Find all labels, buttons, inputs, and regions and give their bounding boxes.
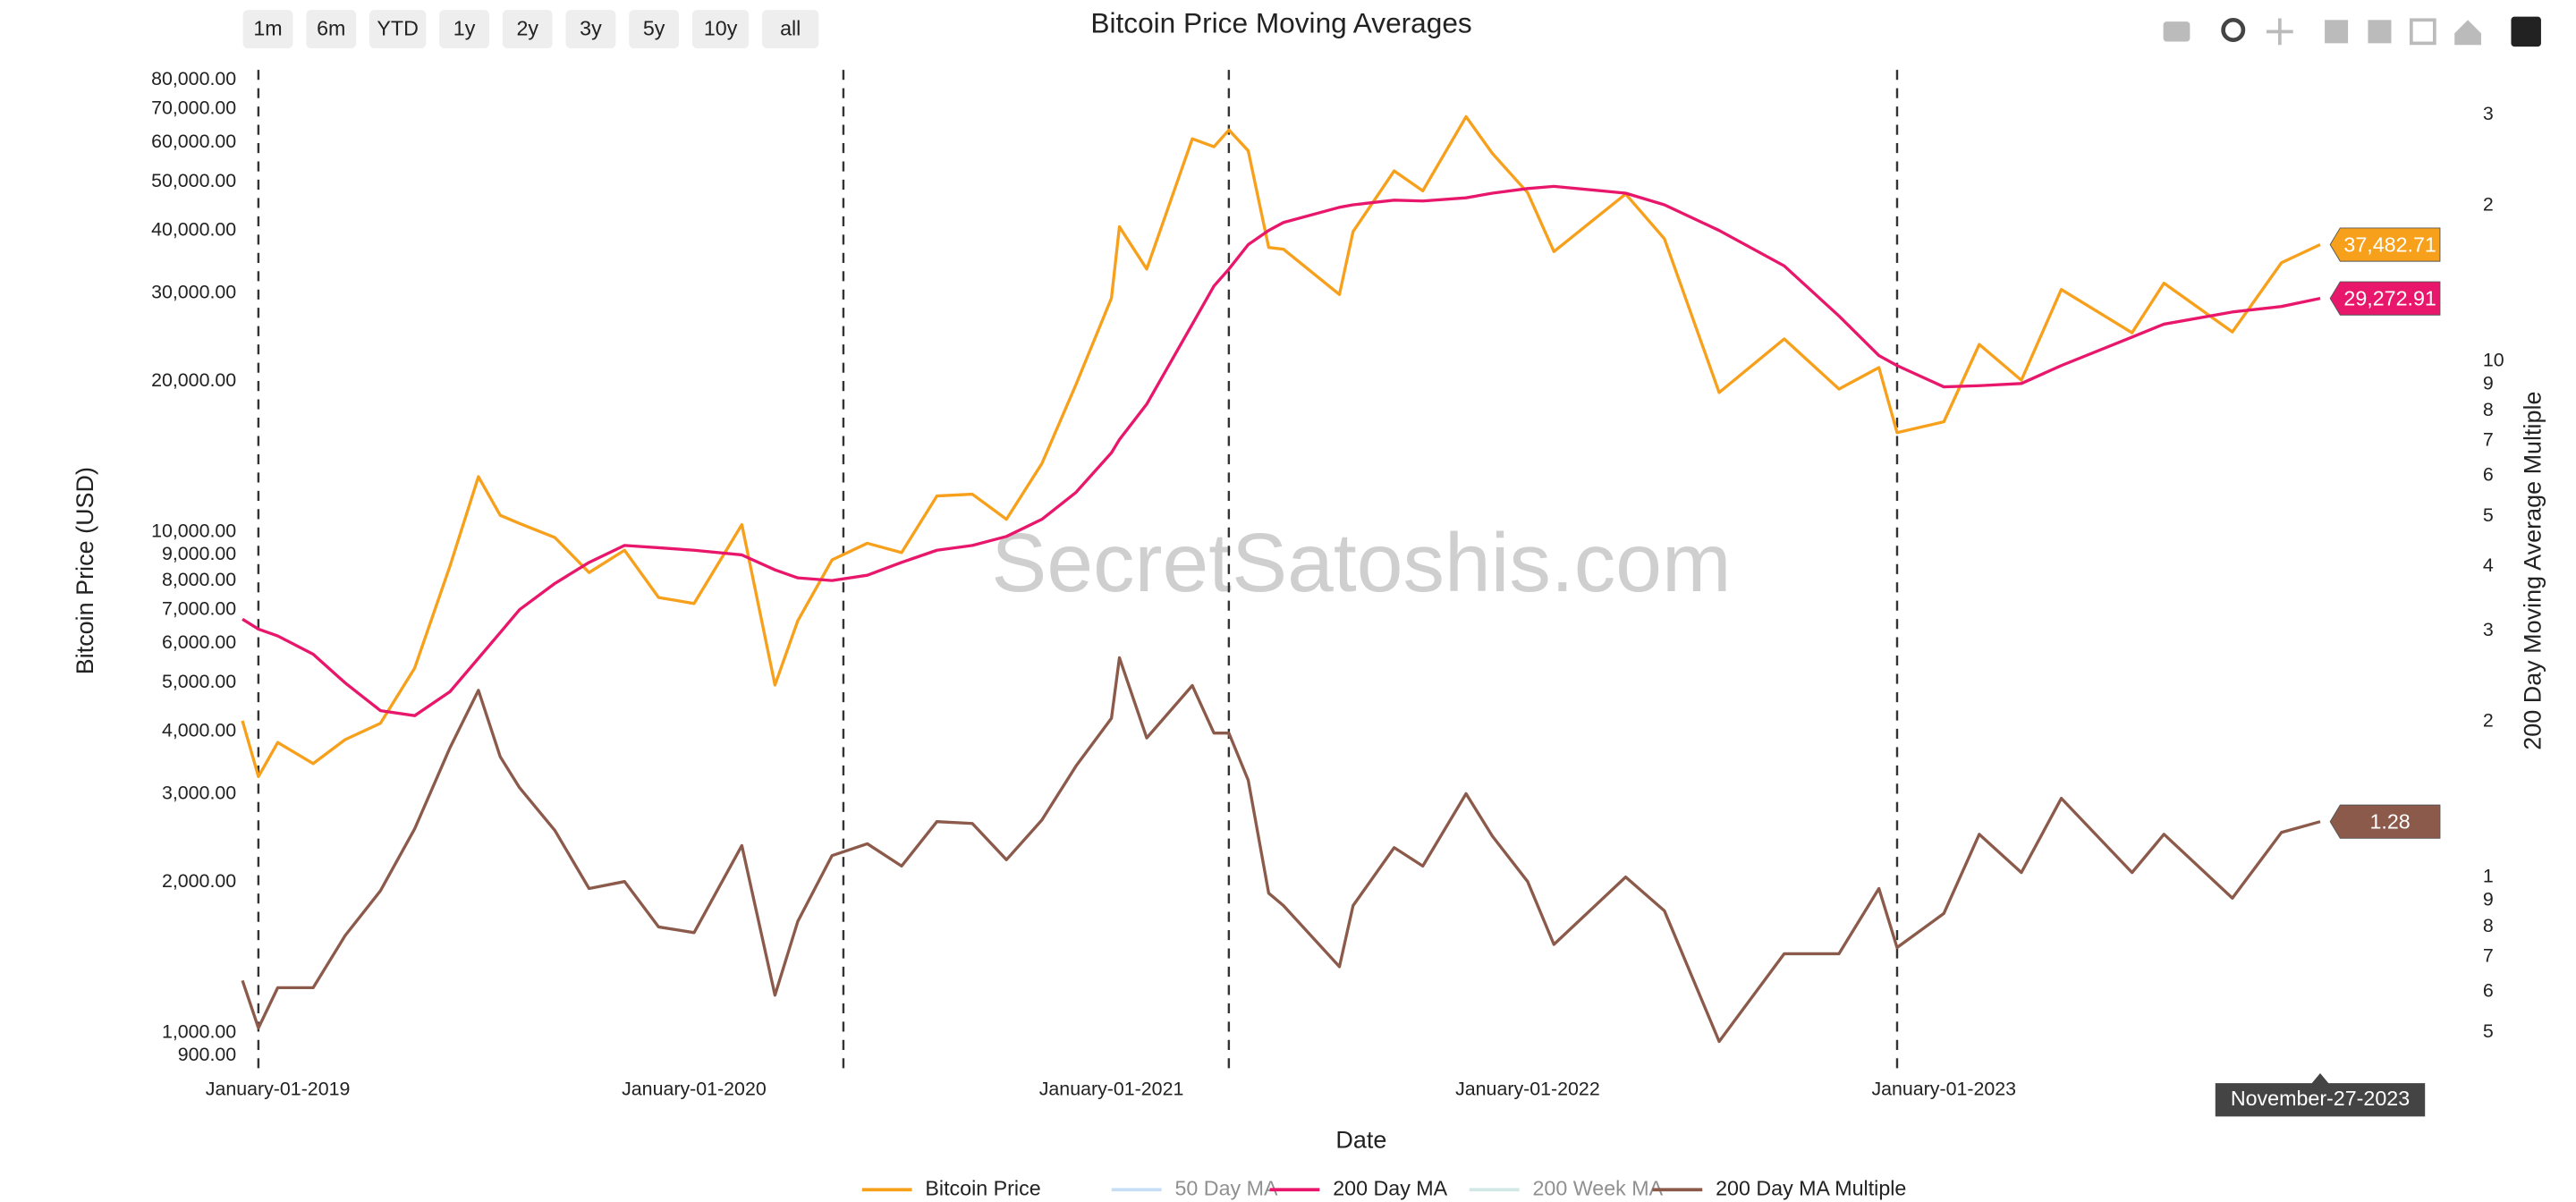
y-tick-label: 40,000.00 bbox=[151, 218, 236, 240]
end-label: 29,272.91 bbox=[2343, 287, 2436, 310]
y-tick-label: 9,000.00 bbox=[162, 543, 236, 564]
y-tick-label: 30,000.00 bbox=[151, 281, 236, 302]
y-tick-label: 10,000.00 bbox=[151, 521, 236, 542]
y2-tick-label: 7 bbox=[2483, 945, 2494, 967]
y2-tick-label: 6 bbox=[2483, 463, 2494, 485]
range-button-label[interactable]: 1y bbox=[453, 17, 476, 40]
x-tick-label: January-01-2023 bbox=[1871, 1078, 2016, 1099]
hover-label-box bbox=[2215, 1073, 2426, 1117]
range-button-label[interactable]: 1m bbox=[253, 17, 282, 40]
modebar bbox=[2163, 16, 2541, 47]
y2-axis-title: 200 Day Moving Average Multiple bbox=[2520, 392, 2546, 750]
x-axis-title: Date bbox=[1335, 1126, 1386, 1153]
plotly-logo[interactable] bbox=[2511, 16, 2541, 47]
y-tick-label: 70,000.00 bbox=[151, 97, 236, 118]
y-tick-label: 50,000.00 bbox=[151, 170, 236, 191]
end-label-box bbox=[2329, 804, 2441, 839]
range-button[interactable] bbox=[629, 10, 680, 48]
pan-icon[interactable] bbox=[2266, 18, 2293, 46]
range-button[interactable] bbox=[306, 10, 357, 48]
zoom-out-icon[interactable] bbox=[2368, 20, 2392, 44]
y2-tick-label: 8 bbox=[2483, 399, 2494, 420]
y2-tick-label: 7 bbox=[2483, 429, 2494, 451]
zoom-in-icon[interactable] bbox=[2325, 20, 2349, 44]
end-label: 1.28 bbox=[2369, 810, 2410, 834]
zoom-icon[interactable] bbox=[2221, 17, 2246, 42]
y2-tick-label: 4 bbox=[2483, 554, 2494, 576]
range-button[interactable] bbox=[691, 10, 750, 48]
y2-tick-label: 9 bbox=[2483, 373, 2494, 394]
y2-tick-label: 5 bbox=[2483, 504, 2494, 526]
legend-label[interactable]: Bitcoin Price bbox=[925, 1176, 1040, 1199]
range-button[interactable] bbox=[502, 10, 553, 48]
chart-title: Bitcoin Price Moving Averages bbox=[1090, 6, 1471, 38]
range-button-label[interactable]: 10y bbox=[704, 17, 738, 40]
range-button-label[interactable]: 6m bbox=[317, 17, 345, 40]
range-button[interactable] bbox=[369, 10, 427, 48]
series-line bbox=[241, 656, 2321, 1044]
x-tick-label: January-01-2020 bbox=[622, 1078, 767, 1099]
range-button-label[interactable]: 2y bbox=[516, 17, 538, 40]
range-button[interactable] bbox=[565, 10, 616, 48]
y-tick-label: 3,000.00 bbox=[162, 782, 236, 803]
reset-icon[interactable] bbox=[2454, 20, 2481, 46]
range-button-label[interactable]: all bbox=[780, 17, 801, 40]
x-tick-label: January-01-2021 bbox=[1039, 1078, 1184, 1099]
y-tick-label: 80,000.00 bbox=[151, 68, 236, 89]
y-tick-label: 4,000.00 bbox=[162, 719, 236, 741]
autoscale-icon[interactable] bbox=[2409, 18, 2436, 46]
y2-tick-label: 6 bbox=[2483, 979, 2494, 1001]
y-tick-label: 60,000.00 bbox=[151, 131, 236, 152]
y-tick-label: 6,000.00 bbox=[162, 631, 236, 653]
legend-label[interactable]: 200 Day MA Multiple bbox=[1716, 1176, 1906, 1199]
end-label: 37,482.71 bbox=[2343, 233, 2436, 257]
y2-tick-label: 2 bbox=[2483, 710, 2494, 732]
y2-tick-label: 9 bbox=[2483, 889, 2494, 910]
y-tick-label: 5,000.00 bbox=[162, 671, 236, 692]
y-tick-label: 7,000.00 bbox=[162, 597, 236, 619]
range-button-label[interactable]: 5y bbox=[643, 17, 665, 40]
end-label-box bbox=[2329, 281, 2441, 316]
y-tick-label: 1,000.00 bbox=[162, 1021, 236, 1043]
y2-tick-label: 1 bbox=[2483, 865, 2494, 886]
x-tick-label: January-01-2019 bbox=[206, 1078, 351, 1099]
y-tick-label: 900.00 bbox=[178, 1044, 236, 1065]
range-button-label[interactable]: YTD bbox=[377, 17, 419, 40]
range-button-label[interactable]: 3y bbox=[580, 17, 602, 40]
y-axis-title: Bitcoin Price (USD) bbox=[72, 467, 98, 674]
range-button[interactable] bbox=[762, 10, 819, 48]
camera-icon[interactable] bbox=[2163, 21, 2190, 42]
legend-label[interactable]: 200 Week MA bbox=[1532, 1176, 1663, 1199]
y2-tick-label: 5 bbox=[2483, 1020, 2494, 1042]
series-line bbox=[242, 184, 2321, 717]
range-button[interactable] bbox=[242, 10, 293, 48]
legend-label[interactable]: 200 Day MA bbox=[1333, 1176, 1447, 1199]
legend-label[interactable]: 50 Day MA bbox=[1174, 1176, 1277, 1199]
end-label-box bbox=[2329, 227, 2441, 262]
y2-tick-label: 3 bbox=[2483, 619, 2494, 640]
y-tick-label: 2,000.00 bbox=[162, 870, 236, 892]
hover-label: November-27-2023 bbox=[2231, 1087, 2410, 1110]
y2-tick-label: 10 bbox=[2483, 349, 2504, 370]
watermark: SecretSatoshis.com bbox=[991, 516, 1731, 609]
y-tick-label: 8,000.00 bbox=[162, 569, 236, 590]
y2-tick-label: 2 bbox=[2483, 194, 2494, 216]
y-tick-label: 20,000.00 bbox=[151, 369, 236, 391]
y2-tick-label: 8 bbox=[2483, 915, 2494, 936]
series-line bbox=[241, 114, 2321, 778]
y2-tick-label: 3 bbox=[2483, 103, 2494, 124]
range-button[interactable] bbox=[439, 10, 489, 48]
x-tick-label: January-01-2022 bbox=[1455, 1078, 1600, 1099]
